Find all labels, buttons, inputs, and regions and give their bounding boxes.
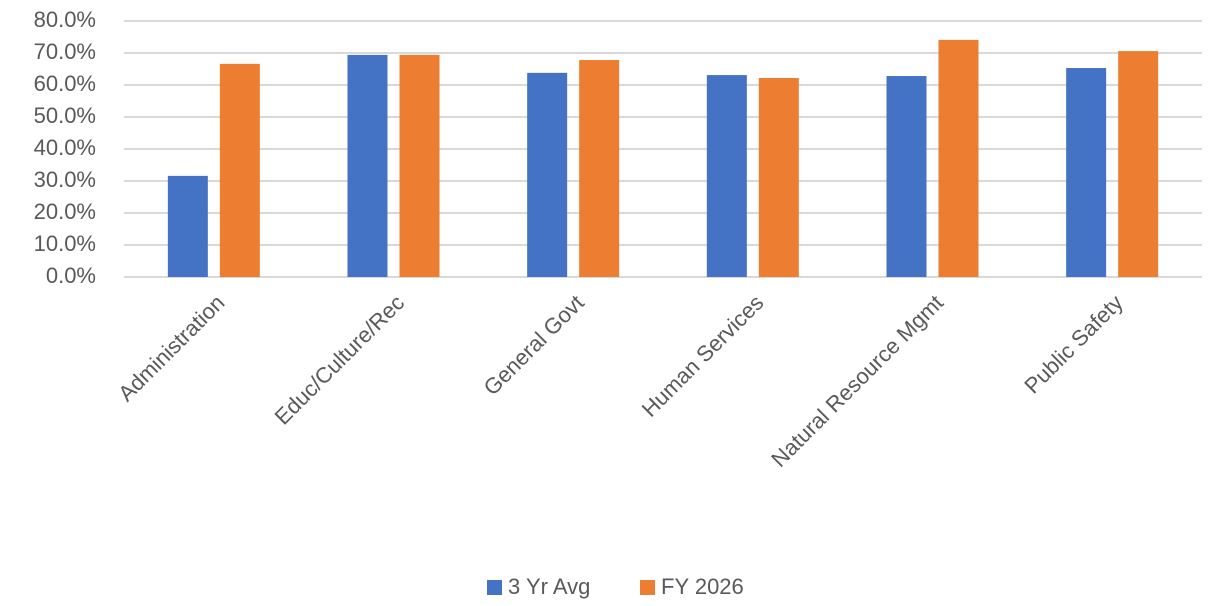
bar — [167, 175, 208, 277]
y-tick-label: 50.0% — [34, 103, 96, 128]
bar — [938, 39, 979, 277]
bar — [706, 75, 747, 277]
y-tick-label: 80.0% — [34, 7, 96, 32]
bar — [347, 54, 388, 277]
y-tick-label: 20.0% — [34, 199, 96, 224]
x-tick-label: Natural Resource Mgmt — [766, 290, 948, 472]
y-tick-label: 60.0% — [34, 71, 96, 96]
x-tick-label: Educ/Culture/Rec — [270, 290, 410, 430]
bar — [1118, 51, 1159, 277]
x-tick-label: Public Safety — [1019, 290, 1127, 398]
legend-swatch — [487, 580, 502, 595]
legend-label: FY 2026 — [661, 574, 744, 599]
bar — [527, 72, 568, 277]
legend-label: 3 Yr Avg — [508, 574, 590, 599]
bar — [399, 54, 440, 277]
y-tick-label: 40.0% — [34, 135, 96, 160]
bar — [219, 63, 260, 277]
x-tick-label: Administration — [113, 290, 229, 406]
x-tick-label: Human Services — [637, 290, 769, 422]
x-tick-label: General Govt — [479, 290, 589, 400]
bar — [758, 77, 799, 278]
bar — [579, 60, 620, 277]
legend-swatch — [640, 580, 655, 595]
y-tick-label: 30.0% — [34, 167, 96, 192]
y-tick-label: 0.0% — [46, 263, 96, 288]
bar — [886, 76, 927, 277]
bar — [1066, 68, 1107, 277]
y-tick-label: 10.0% — [34, 231, 96, 256]
y-tick-label: 70.0% — [34, 39, 96, 64]
